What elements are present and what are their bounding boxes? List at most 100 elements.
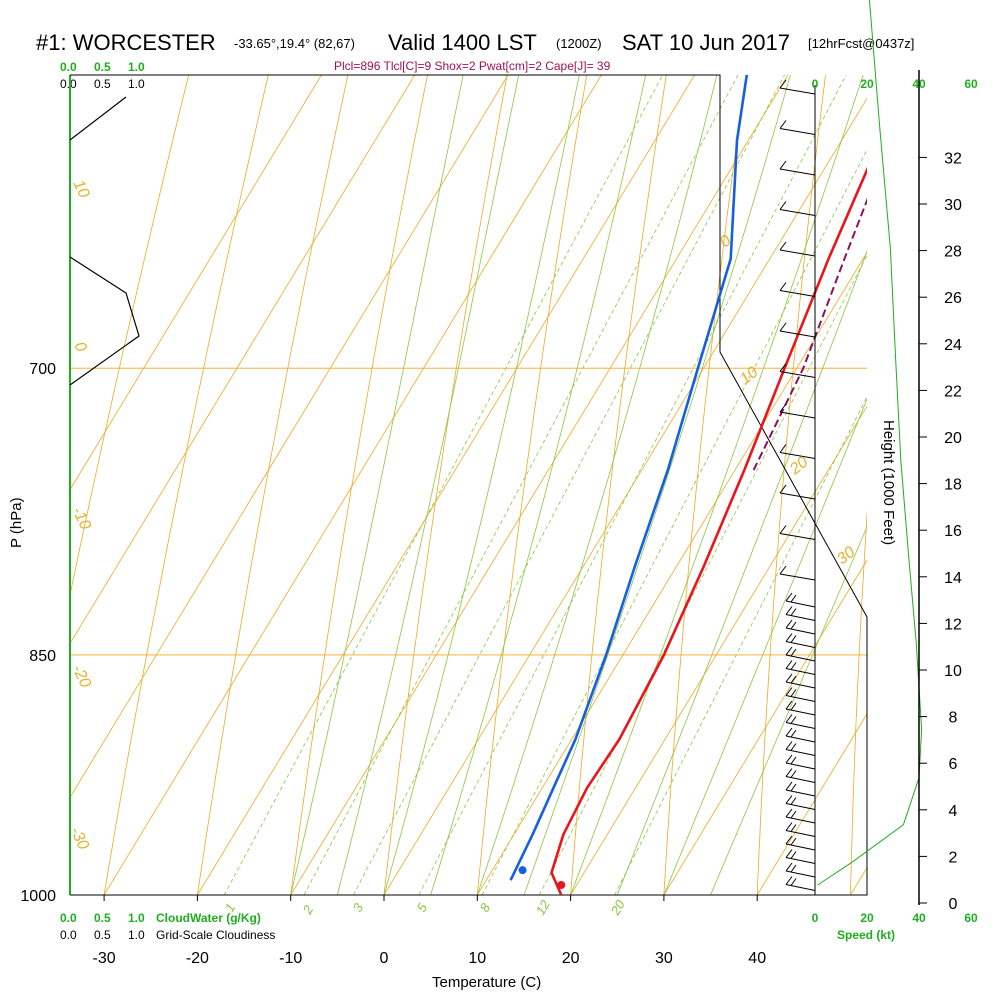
wind-barb-feather: [785, 592, 793, 602]
wind-barb-feather: [785, 822, 793, 831]
mixing-ratio-label: 2: [299, 902, 316, 917]
sounding-series: [509, 75, 867, 895]
moist-adiabat-line: [710, 525, 867, 895]
height-tick-label: 8: [949, 710, 958, 727]
isotherm-line: [570, 405, 867, 895]
height-tick-label: 6: [949, 756, 958, 773]
dry-adiabat-label: -20: [68, 662, 93, 690]
wind-barb-feather: [785, 673, 793, 683]
moist-adiabat-line: [616, 249, 867, 895]
mixing-ratio-label: 20: [607, 897, 628, 919]
wind-barb-staff: [785, 735, 816, 743]
cloud-tick-bottom-green-2: 1.0: [128, 911, 145, 925]
speed-tick-bottom: 0: [812, 911, 819, 925]
wind-barb-feather: [779, 322, 787, 332]
wind-barb-feather: [779, 403, 787, 413]
wind-barb-feather: [790, 716, 797, 724]
wind-barb-staff: [785, 884, 816, 891]
wind-barb-feather: [785, 768, 793, 777]
height-tick-label: 28: [944, 244, 962, 261]
series-dewpoint-surface-dot: [518, 866, 527, 875]
wind-barb-feather: [790, 824, 797, 832]
wind-barb-feather: [790, 851, 797, 859]
wind-barb-feather: [785, 795, 793, 804]
wind-barb-feather: [779, 363, 787, 372]
stats-line: Plcl=896 Tlcl[C]=9 Shox=2 Pwat[cm]=2 Cap…: [334, 59, 611, 73]
isotherm-line: [70, 75, 416, 645]
wind-barb-feather: [790, 810, 797, 819]
wind-barb-feather: [790, 783, 797, 792]
cloud-tick-top-green-1: 0.5: [94, 60, 111, 74]
dry-adiabat-line: [290, 75, 428, 895]
speed-tick-top: 20: [860, 77, 874, 91]
height-tick-label: 26: [944, 290, 962, 307]
moist-adiabat-line: [663, 398, 867, 895]
title-forecast: [12hrFcst@0437z]: [808, 36, 914, 51]
dry-adiabat-line: [70, 75, 190, 597]
isotherm-line: [197, 75, 696, 895]
wind-barb-feather: [790, 837, 797, 846]
height-tick-label: 30: [944, 197, 962, 214]
dry-adiabat-line: [570, 75, 667, 895]
temperature-tick-label: 20: [562, 950, 580, 967]
cloud-scale-top: 0.0 0.5 1.0 0.0 0.5 1.0: [60, 60, 145, 91]
wind-speed-profile: [817, 0, 923, 886]
plot-frame: [70, 74, 868, 896]
thermo-grid: [70, 75, 867, 895]
mixing-ratio-line: [538, 254, 867, 895]
wind-barb-feather: [790, 689, 797, 697]
wind-barb-feather: [785, 876, 793, 885]
wind-barb-feather: [790, 878, 797, 886]
dry-adiabat-line: [197, 75, 349, 895]
wind-barb-feather: [785, 606, 793, 615]
moist-adiabat-line: [383, 75, 580, 895]
height-tick-label: 4: [949, 803, 958, 820]
wind-barb-feather: [785, 781, 793, 791]
wind-barb-feather: [785, 727, 793, 737]
wind-barb-staff: [785, 600, 816, 608]
wind-barb-staff: [785, 681, 816, 689]
temperature-tick-label: 30: [655, 950, 673, 967]
wind-barb-staff: [785, 641, 816, 648]
wind-barb-feather: [779, 282, 787, 291]
mixing-ratio-label: 8: [477, 900, 494, 914]
isobars: 2503004005007008501000: [20, 361, 867, 905]
temperature-tick-label: -30: [93, 950, 116, 967]
speed-tick-bottom: 20: [860, 911, 874, 925]
wind-barb-feather: [785, 835, 793, 845]
moist-adiabat-line: [476, 75, 718, 895]
mixing-ratio-line: [481, 148, 867, 895]
wind-barbs: [779, 79, 816, 891]
title-valid: Valid 1400 LST: [388, 30, 537, 55]
wind-barb-staff: [779, 371, 816, 378]
cloud-tick-top-black-0: 0.0: [60, 77, 77, 91]
wind-barb-feather: [790, 648, 797, 657]
wind-barb-staff: [779, 87, 816, 95]
speed-tick-bottom: 40: [912, 911, 926, 925]
height-tick-label: 16: [944, 523, 962, 540]
wind-barb-staff: [785, 722, 816, 729]
wind-barb-feather: [779, 241, 787, 251]
wind-barb-feather: [790, 729, 797, 738]
wind-barb-staff: [779, 330, 816, 338]
wind-barb-feather: [790, 594, 797, 603]
wind-barb-staff: [785, 816, 816, 824]
cloudiness-upper-line: [69, 96, 127, 141]
cloud-tick-top-black-2: 1.0: [128, 77, 145, 91]
mixing-ratio-label: 3: [350, 900, 367, 914]
mixing-ratio-line: [418, 75, 847, 895]
temperature-tick-label: 10: [468, 950, 486, 967]
wind-barb-feather: [790, 608, 797, 616]
wind-barb-staff: [779, 290, 816, 297]
wind-barb-staff: [785, 843, 816, 851]
wind-barb-feather: [790, 770, 797, 778]
wind-barb-feather: [790, 702, 797, 711]
cloudiness-mid-line: [69, 256, 140, 386]
pressure-tick-label: 700: [29, 361, 56, 378]
wind-barb-feather: [790, 662, 797, 670]
dry-adiabat-line: [663, 75, 747, 895]
moist-adiabat-line: [290, 75, 464, 895]
wind-barb-staff: [785, 668, 816, 675]
